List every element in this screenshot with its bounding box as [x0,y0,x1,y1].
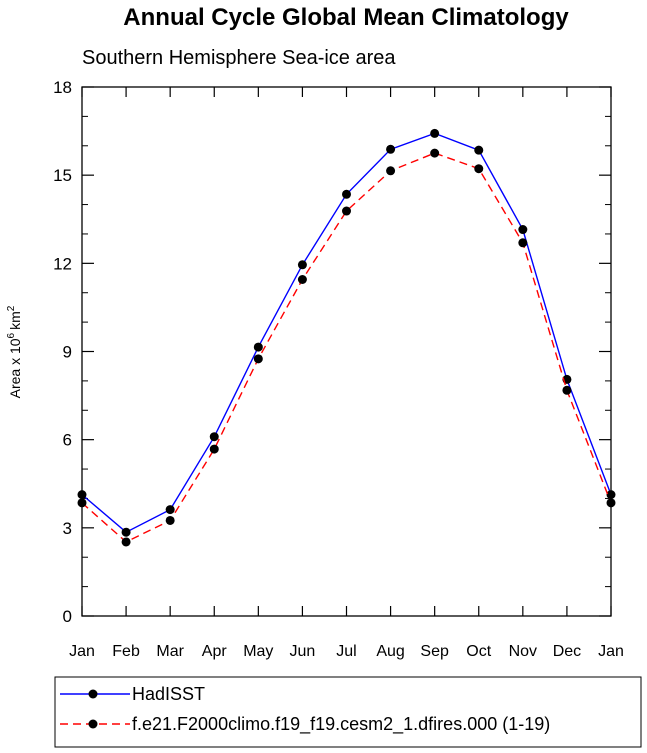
y-axis-label-main: Area x 10 [7,338,23,398]
series-1-point [165,505,175,515]
series-1-point [386,144,396,154]
series-1-point [77,490,87,500]
x-tick-label: Dec [553,643,581,660]
x-tick-label: Aug [376,643,404,660]
chart-title: Annual Cycle Global Mean Climatology [123,4,569,31]
x-tick-label: Oct [466,643,491,660]
x-tick-label: Jan [69,643,95,660]
y-tick-label: 18 [53,78,72,97]
series-1-point [209,432,219,442]
y-tick-label: 15 [53,166,72,185]
series-2-point [430,148,440,158]
y-tick-label: 9 [63,343,72,362]
series-2-point [562,385,572,395]
series-2-point [386,166,396,176]
series-2-point [606,498,616,508]
series-2-point [165,515,175,525]
x-tick-label: May [243,643,273,660]
plot-frame [81,86,612,617]
x-tick-label: Mar [156,643,184,660]
y-axis-label-unit-sup: 2 [6,305,17,311]
x-tick-label: Feb [112,643,140,660]
y-axis: 0 3 6 9 12 15 18 [53,78,611,626]
series-2-point [253,354,263,364]
x-tick-label: Jul [336,643,356,660]
series-1-point [342,189,351,199]
series-1-point [474,145,484,155]
series-2-point [77,498,87,508]
x-tick-label: Sep [420,643,449,660]
series-layer [77,128,616,547]
x-tick-label: Apr [202,643,228,660]
y-tick-label: 3 [63,519,72,538]
y-axis-label: Area x 106 km2 [6,305,23,398]
legend-label-2: f.e21.F2000climo.f19_f19.cesm2_1.dfires.… [132,714,550,735]
series-2-point [474,164,484,174]
series-1-point [518,225,528,235]
y-tick-label: 0 [63,607,72,626]
x-tick-label: Jun [290,643,316,660]
legend-label-1: HadISST [132,684,205,704]
legend-marker-2 [88,719,98,729]
series-2-point [518,238,528,248]
x-tick-label: Jan [598,643,624,660]
series-1-point [253,342,263,352]
y-tick-label: 6 [63,431,72,450]
series-1-point [121,527,131,537]
series-2-point [297,274,307,284]
series-2-point [342,206,351,216]
series-2-point [209,444,219,454]
series-1-point [430,128,440,138]
series-1-point [297,260,307,270]
series-1-point [606,490,616,500]
y-axis-label-unit: km [7,311,23,330]
legend: HadISST f.e21.F2000climo.f19_f19.cesm2_1.… [60,684,550,735]
x-tick-label: Nov [509,643,537,660]
series-2-point [121,537,131,547]
chart-subtitle: Southern Hemisphere Sea-ice area [82,47,396,69]
legend-box [54,676,642,748]
x-axis: Jan Feb Mar Apr May Jun Jul Aug Sep Oct Nov Dec Jan [69,87,624,660]
legend-marker-1 [88,689,98,699]
y-axis-label-sup: 6 [6,332,17,338]
y-tick-label: 12 [53,254,72,273]
